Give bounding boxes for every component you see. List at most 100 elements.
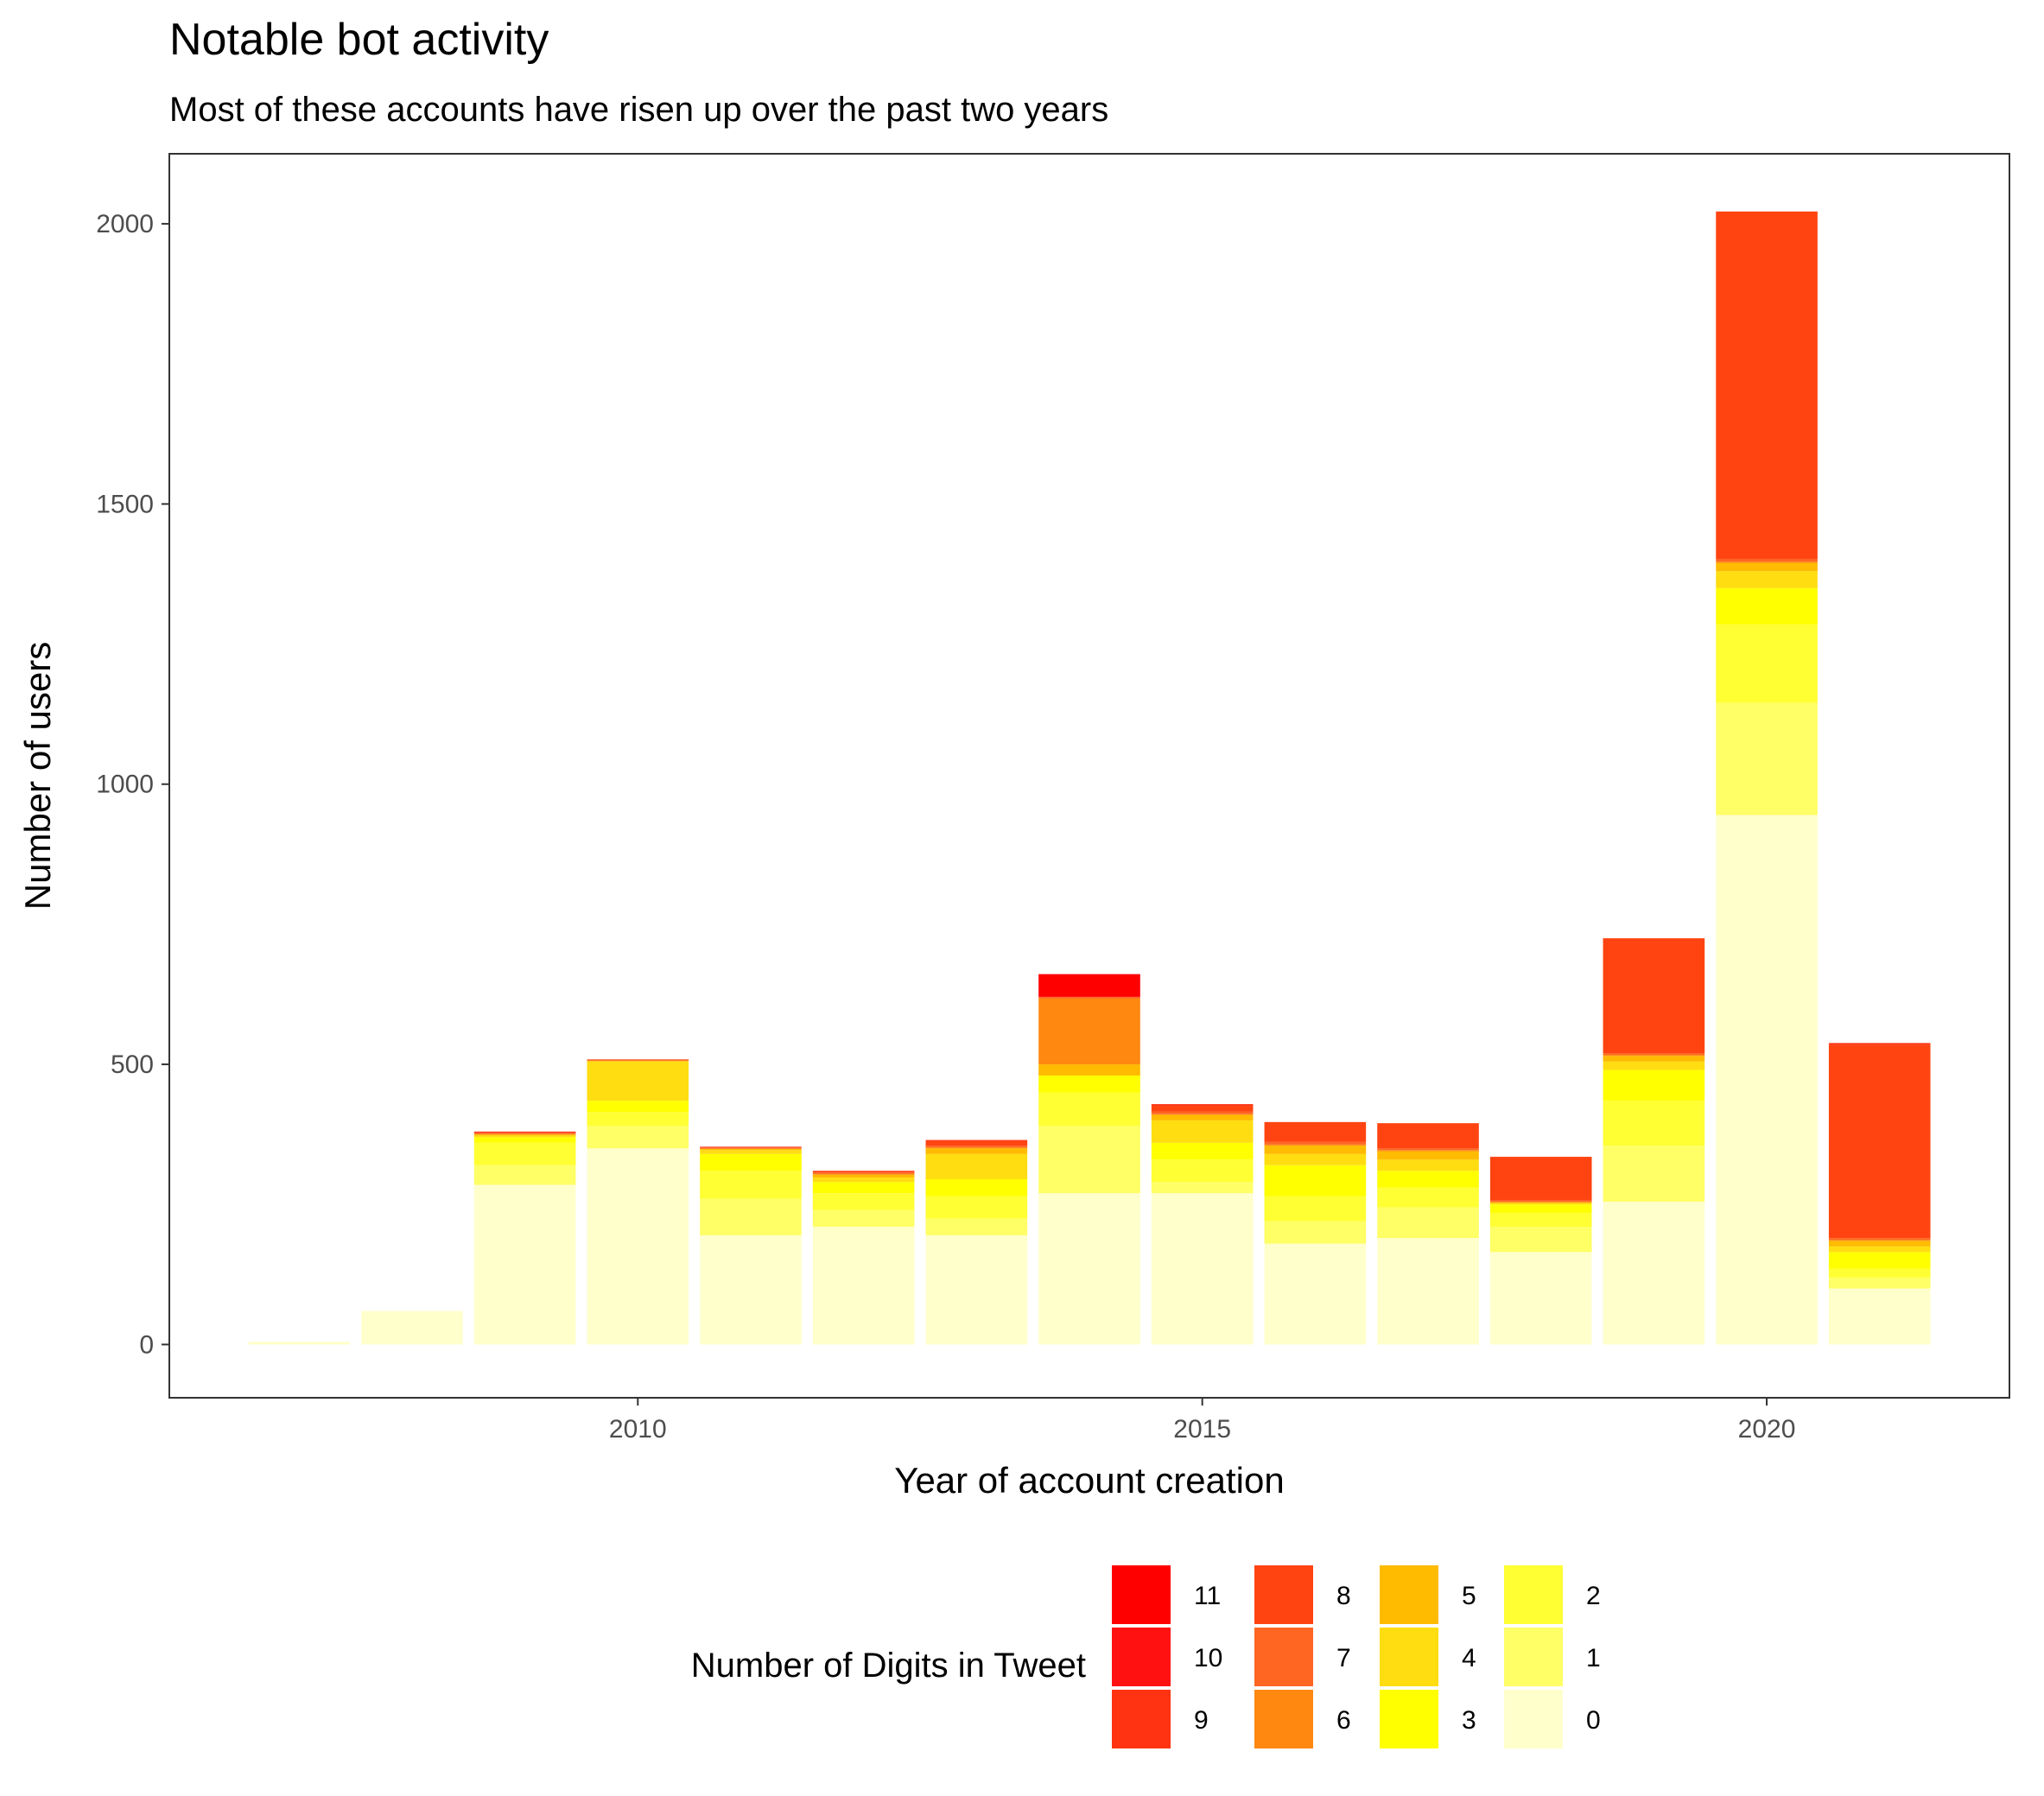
bar-2014-digits-6 — [1038, 998, 1140, 1065]
bar-2010-digits-4 — [587, 1061, 689, 1101]
legend-swatch-2 — [1504, 1565, 1563, 1624]
bar-2013-digits-6 — [925, 1147, 1028, 1149]
bar-2019-digits-5 — [1603, 1056, 1705, 1062]
bar-2020-digits-2 — [1716, 624, 1818, 703]
bar-2015-digits-3 — [1151, 1142, 1254, 1160]
bar-2012-digits-1 — [812, 1209, 915, 1228]
bar-2015-digits-4 — [1151, 1120, 1254, 1143]
legend-label-7: 7 — [1336, 1644, 1351, 1672]
chart-title: Notable bot activity — [169, 15, 549, 65]
bar-2012-digits-8 — [812, 1171, 915, 1173]
bar-2013-digits-7 — [925, 1146, 1028, 1148]
x-tick-label-2020: 2020 — [1738, 1415, 1796, 1444]
bar-2011-digits-6 — [700, 1148, 802, 1149]
bar-2019-digits-4 — [1603, 1061, 1705, 1070]
bar-2010-digits-3 — [587, 1101, 689, 1113]
bar-2015-digits-5 — [1151, 1114, 1254, 1120]
bar-2017-digits-1 — [1377, 1207, 1479, 1239]
bar-2009-digits-4 — [473, 1135, 576, 1138]
bar-2021-digits-0 — [1828, 1288, 1931, 1345]
legend-label-3: 3 — [1462, 1706, 1476, 1735]
bar-2011-digits-1 — [700, 1198, 802, 1235]
bar-2021-digits-9 — [1828, 1043, 1931, 1045]
bar-2018-digits-1 — [1489, 1227, 1592, 1253]
bar-2016-digits-1 — [1264, 1221, 1367, 1244]
bar-2019-digits-0 — [1603, 1201, 1705, 1345]
y-tick-label-1000: 1000 — [96, 771, 154, 799]
bar-2013-digits-5 — [925, 1148, 1028, 1154]
x-axis-title: Year of account creation — [894, 1460, 1284, 1501]
bar-2015-digits-9 — [1151, 1104, 1254, 1107]
bar-2017-digits-6 — [1377, 1150, 1479, 1152]
bar-2009-digits-7 — [473, 1133, 576, 1134]
bar-2011-digits-7 — [700, 1147, 802, 1149]
bar-2011-digits-9 — [700, 1146, 802, 1148]
legend-swatch-0 — [1504, 1690, 1563, 1748]
legend-swatch-9 — [1112, 1690, 1171, 1748]
bar-2015-digits-7 — [1151, 1111, 1254, 1114]
bar-2010-digits-1 — [587, 1126, 689, 1149]
legend-label-8: 8 — [1336, 1582, 1351, 1610]
bar-2021-digits-7 — [1828, 1238, 1931, 1241]
legend-swatch-10 — [1112, 1628, 1171, 1686]
bar-2017-digits-2 — [1377, 1187, 1479, 1208]
bar-2019-digits-8 — [1603, 938, 1705, 1054]
bar-2009-digits-6 — [473, 1133, 576, 1135]
bar-2008-digits-0 — [361, 1311, 463, 1345]
bar-2019-digits-7 — [1603, 1053, 1705, 1056]
y-axis: 0 500 1000 1500 2000 — [96, 210, 169, 1359]
bar-2018-digits-8 — [1489, 1157, 1592, 1201]
bar-2014-digits-5 — [1038, 1064, 1140, 1076]
bar-2017-digits-4 — [1377, 1159, 1479, 1171]
bar-2014-digits-0 — [1038, 1193, 1140, 1345]
bar-2009-digits-3 — [473, 1137, 576, 1143]
bar-2020-digits-5 — [1716, 562, 1818, 572]
bar-2010-digits-7 — [587, 1059, 689, 1061]
legend-label-4: 4 — [1462, 1644, 1476, 1672]
bar-2020-digits-1 — [1716, 702, 1818, 815]
legend-label-6: 6 — [1336, 1706, 1351, 1735]
bar-2015-digits-1 — [1151, 1182, 1254, 1194]
bar-2016-digits-5 — [1264, 1146, 1367, 1154]
bar-2012-digits-2 — [812, 1193, 915, 1210]
bar-2015-digits-0 — [1151, 1193, 1254, 1345]
bar-2018-digits-2 — [1489, 1212, 1592, 1228]
bar-2013-digits-4 — [925, 1153, 1028, 1180]
bar-2012-digits-0 — [812, 1227, 915, 1345]
bar-2016-digits-2 — [1264, 1196, 1367, 1222]
bar-2011-digits-3 — [700, 1153, 802, 1171]
bar-2016-digits-8 — [1264, 1121, 1367, 1142]
bar-2010-digits-5 — [587, 1061, 689, 1062]
bar-2010-digits-2 — [587, 1112, 689, 1126]
bar-2012-digits-7 — [812, 1172, 915, 1174]
legend-label-0: 0 — [1586, 1706, 1601, 1735]
bar-2019-digits-3 — [1603, 1069, 1705, 1101]
legend-swatch-7 — [1254, 1628, 1313, 1686]
legend-label-2: 2 — [1586, 1582, 1601, 1610]
bar-2016-digits-3 — [1264, 1165, 1367, 1196]
bar-2020-digits-0 — [1716, 815, 1818, 1345]
bar-2013-digits-9 — [925, 1139, 1028, 1141]
bar-2020-digits-8 — [1716, 211, 1818, 559]
bar-2014-digits-1 — [1038, 1126, 1140, 1194]
bar-2021-digits-1 — [1828, 1277, 1931, 1289]
bar-2021-digits-4 — [1828, 1246, 1931, 1253]
legend-title: Number of Digits in Tweet — [691, 1647, 1086, 1685]
bar-2011-digits-5 — [700, 1149, 802, 1151]
y-axis-title: Number of users — [17, 642, 58, 910]
bar-2010-digits-0 — [587, 1148, 689, 1345]
x-tick-label-2015: 2015 — [1173, 1415, 1231, 1444]
bar-2016-digits-4 — [1264, 1153, 1367, 1165]
bar-2007-digits-0 — [248, 1342, 351, 1345]
bar-2015-digits-6 — [1151, 1114, 1254, 1115]
bar-2018-digits-0 — [1489, 1252, 1592, 1345]
bar-2014-digits-7 — [1038, 997, 1140, 999]
bar-2021-digits-3 — [1828, 1252, 1931, 1269]
legend-label-1: 1 — [1586, 1644, 1601, 1672]
bar-2009-digits-2 — [473, 1142, 576, 1165]
x-axis: 2010 2015 2020 — [609, 1398, 1795, 1444]
legend-swatch-8 — [1254, 1565, 1313, 1624]
bar-2015-digits-2 — [1151, 1159, 1254, 1183]
bar-2018-digits-6 — [1489, 1201, 1592, 1203]
